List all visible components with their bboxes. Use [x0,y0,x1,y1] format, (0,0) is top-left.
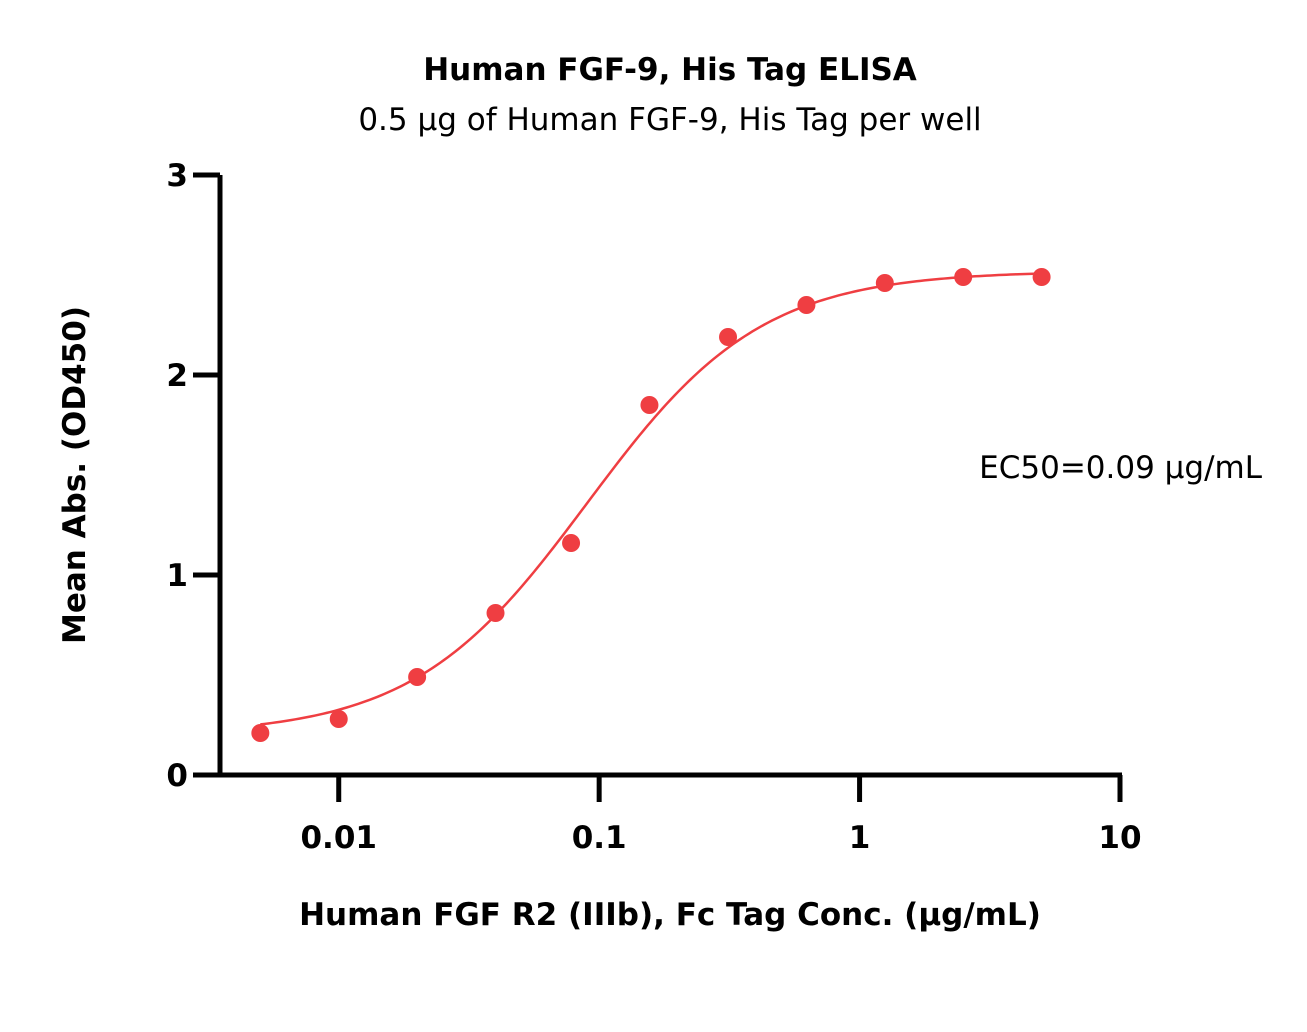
data-points [251,268,1051,742]
data-point [562,534,581,552]
data-point [875,274,894,292]
x-axis-ticks: 0.01 0.1 1 10 [300,775,1142,856]
y-axis-ticks: 0 1 2 3 [166,158,220,794]
data-point [251,724,270,742]
x-axis-label: Human FGF R2 (IIIb), Fc Tag Conc. (µg/mL… [299,897,1041,933]
x-tick-label: 0.01 [300,820,377,856]
y-tick-label: 3 [166,158,188,194]
x-tick-label: 0.1 [572,820,627,856]
data-point [329,710,348,728]
data-point [1032,268,1051,286]
x-tick-label: 10 [1098,820,1141,856]
data-point [486,604,505,622]
data-point [954,268,973,286]
data-point [408,668,427,686]
chart-title: Human FGF-9, His Tag ELISA [423,52,917,88]
y-tick-label: 0 [166,758,188,794]
data-point [797,296,816,314]
data-point [640,396,659,414]
plot-area [251,268,1051,742]
chart-subtitle: 0.5 µg of Human FGF-9, His Tag per well [358,102,981,138]
y-tick-label: 1 [166,558,188,594]
ec50-annotation: EC50=0.09 µg/mL [979,450,1263,486]
data-point [719,328,738,346]
y-axis-label: Mean Abs. (OD450) [57,306,93,644]
fit-curve [260,272,1042,726]
y-tick-label: 2 [166,358,188,394]
x-tick-label: 1 [849,820,871,856]
